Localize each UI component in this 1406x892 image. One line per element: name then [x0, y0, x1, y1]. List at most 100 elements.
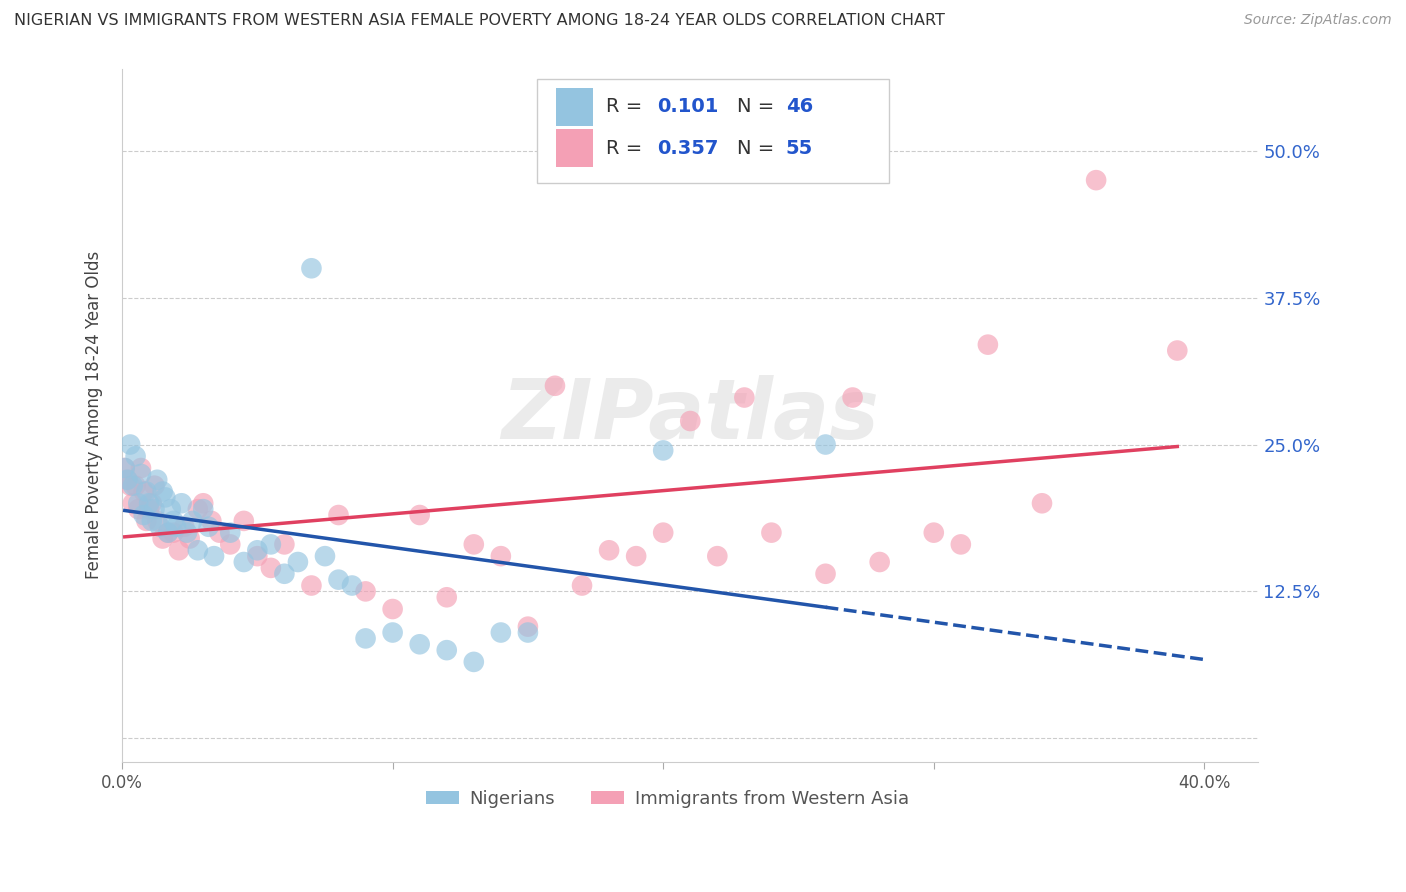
Point — [624, 549, 647, 563]
Text: 46: 46 — [786, 97, 813, 116]
Point — [679, 414, 702, 428]
Point — [652, 525, 675, 540]
Point — [117, 473, 139, 487]
Point — [149, 520, 172, 534]
Point — [141, 514, 163, 528]
Point — [152, 532, 174, 546]
Point — [120, 478, 142, 492]
Point — [814, 566, 837, 581]
Point — [381, 602, 404, 616]
Point — [157, 525, 180, 540]
Point — [869, 555, 891, 569]
Point — [138, 502, 160, 516]
Point — [187, 543, 209, 558]
Point — [138, 496, 160, 510]
Text: Source: ZipAtlas.com: Source: ZipAtlas.com — [1244, 13, 1392, 28]
Point — [146, 514, 169, 528]
Point — [208, 525, 231, 540]
Point — [489, 549, 512, 563]
Point — [354, 584, 377, 599]
Point — [122, 478, 145, 492]
Point — [516, 620, 538, 634]
Point — [287, 555, 309, 569]
Point — [260, 561, 283, 575]
Point — [273, 537, 295, 551]
Point — [159, 502, 181, 516]
Point — [463, 537, 485, 551]
Point — [436, 643, 458, 657]
Point — [120, 437, 142, 451]
Point — [129, 467, 152, 481]
Point — [193, 496, 215, 510]
Point — [1166, 343, 1188, 358]
Point — [187, 502, 209, 516]
Point — [949, 537, 972, 551]
Text: N =: N = — [737, 139, 780, 158]
Point — [162, 514, 184, 528]
Point — [146, 473, 169, 487]
Point — [516, 625, 538, 640]
Point — [122, 496, 145, 510]
Point — [167, 543, 190, 558]
Bar — [557, 87, 592, 126]
Point — [977, 337, 1000, 351]
Point — [544, 378, 567, 392]
Point — [761, 525, 783, 540]
Point — [733, 391, 755, 405]
Point — [143, 502, 166, 516]
Y-axis label: Female Poverty Among 18-24 Year Olds: Female Poverty Among 18-24 Year Olds — [86, 251, 103, 579]
Point — [170, 496, 193, 510]
Text: ZIPatlas: ZIPatlas — [502, 375, 879, 456]
Point — [340, 578, 363, 592]
Point — [155, 491, 177, 505]
Point — [408, 508, 430, 522]
Point — [1031, 496, 1053, 510]
Point — [157, 525, 180, 540]
Point — [598, 543, 620, 558]
Point — [117, 473, 139, 487]
Point — [219, 537, 242, 551]
Point — [706, 549, 728, 563]
Point — [135, 484, 157, 499]
Point — [124, 450, 146, 464]
Point — [181, 514, 204, 528]
FancyBboxPatch shape — [537, 78, 889, 183]
Point — [127, 496, 149, 510]
Text: 55: 55 — [786, 139, 813, 158]
Point — [922, 525, 945, 540]
Point — [328, 508, 350, 522]
Point — [165, 520, 187, 534]
Point — [124, 478, 146, 492]
Point — [197, 520, 219, 534]
Point — [232, 555, 254, 569]
Point — [408, 637, 430, 651]
Point — [143, 478, 166, 492]
Point — [463, 655, 485, 669]
Point — [135, 514, 157, 528]
Text: N =: N = — [737, 97, 780, 116]
Point — [328, 573, 350, 587]
Text: 0.101: 0.101 — [657, 97, 718, 116]
Point — [841, 391, 863, 405]
Point — [814, 437, 837, 451]
Text: R =: R = — [606, 97, 648, 116]
Point — [273, 566, 295, 581]
Point — [246, 549, 269, 563]
Point — [114, 461, 136, 475]
Point — [301, 261, 323, 276]
Point — [246, 543, 269, 558]
Point — [141, 496, 163, 510]
Point — [381, 625, 404, 640]
Point — [132, 484, 155, 499]
Point — [129, 461, 152, 475]
Point — [114, 461, 136, 475]
Point — [314, 549, 336, 563]
Text: 0.357: 0.357 — [657, 139, 718, 158]
Text: NIGERIAN VS IMMIGRANTS FROM WESTERN ASIA FEMALE POVERTY AMONG 18-24 YEAR OLDS CO: NIGERIAN VS IMMIGRANTS FROM WESTERN ASIA… — [14, 13, 945, 29]
Point — [179, 532, 201, 546]
Bar — [557, 129, 592, 168]
Point — [260, 537, 283, 551]
Point — [652, 443, 675, 458]
Point — [132, 508, 155, 522]
Point — [176, 525, 198, 540]
